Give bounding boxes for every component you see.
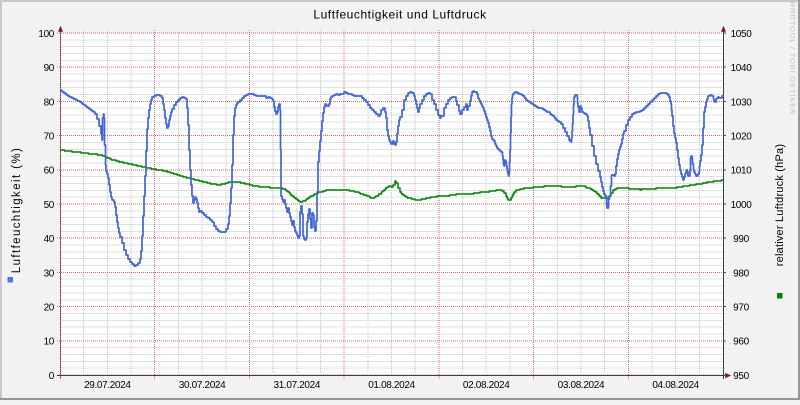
svg-text:29.07.2024: 29.07.2024	[84, 380, 131, 391]
svg-text:RRDTOOL / TOBI OETIKER: RRDTOOL / TOBI OETIKER	[788, 2, 797, 115]
svg-text:1030: 1030	[731, 97, 753, 108]
svg-text:1020: 1020	[731, 132, 753, 143]
svg-text:960: 960	[733, 337, 749, 348]
svg-text:30.07.2024: 30.07.2024	[179, 380, 226, 391]
svg-text:10: 10	[44, 337, 55, 348]
svg-text:Luftfeuchtigkeit und Luftdruck: Luftfeuchtigkeit und Luftdruck	[313, 8, 487, 22]
svg-text:990: 990	[733, 234, 749, 245]
svg-text:31.07.2024: 31.07.2024	[274, 380, 321, 391]
svg-text:40: 40	[44, 234, 55, 245]
svg-text:90: 90	[44, 63, 55, 74]
svg-text:70: 70	[44, 132, 55, 143]
svg-text:100: 100	[38, 29, 54, 40]
svg-text:02.08.2024: 02.08.2024	[463, 380, 510, 391]
svg-text:970: 970	[733, 303, 749, 314]
svg-text:1000: 1000	[731, 200, 753, 211]
svg-text:20: 20	[44, 303, 55, 314]
svg-text:1010: 1010	[731, 166, 753, 177]
svg-text:980: 980	[733, 268, 749, 279]
svg-text:03.08.2024: 03.08.2024	[558, 380, 605, 391]
svg-text:30: 30	[44, 268, 55, 279]
svg-text:50: 50	[44, 200, 55, 211]
svg-text:950: 950	[733, 371, 749, 382]
svg-text:Luftfeuchtigkeit (%): Luftfeuchtigkeit (%)	[11, 147, 23, 273]
svg-text:1050: 1050	[731, 29, 753, 40]
svg-text:1040: 1040	[731, 63, 753, 74]
svg-text:0: 0	[49, 371, 55, 382]
svg-text:60: 60	[44, 166, 55, 177]
svg-text:relativer Luftdruck (hPa): relativer Luftdruck (hPa)	[774, 144, 786, 266]
svg-text:04.08.2024: 04.08.2024	[652, 380, 699, 391]
svg-text:01.08.2024: 01.08.2024	[368, 380, 415, 391]
svg-text:80: 80	[44, 97, 55, 108]
